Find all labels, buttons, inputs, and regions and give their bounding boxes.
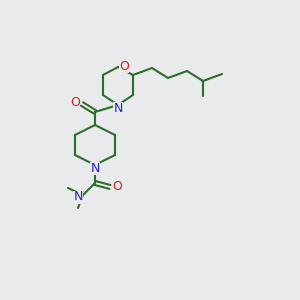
Text: O: O xyxy=(70,97,80,110)
Text: O: O xyxy=(112,181,122,194)
Text: N: N xyxy=(73,190,83,203)
Text: N: N xyxy=(113,101,123,115)
Text: N: N xyxy=(90,161,100,175)
Text: O: O xyxy=(119,59,129,73)
